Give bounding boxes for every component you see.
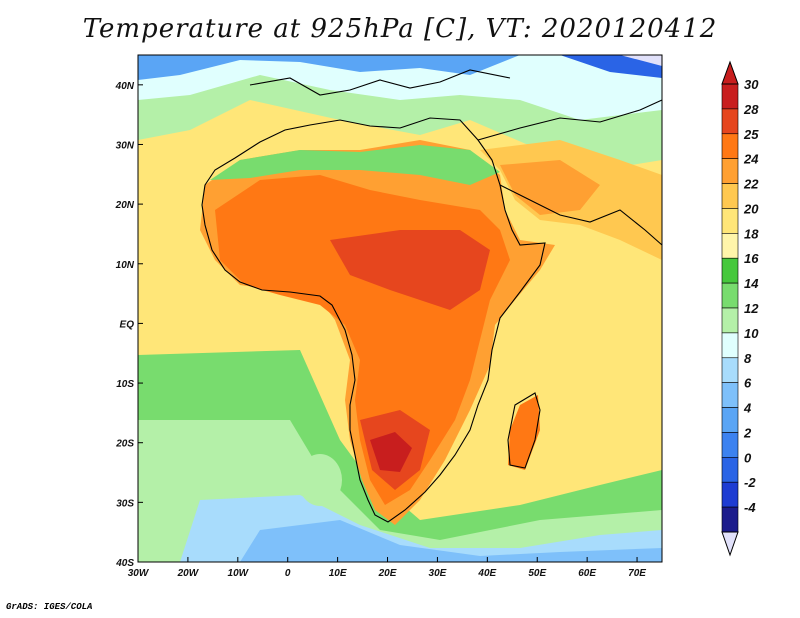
x-tick-label: 50E — [528, 568, 546, 579]
arabia-hot-region — [500, 160, 600, 215]
map-title: Temperature at 925hPa [C], VT: 202012041… — [82, 14, 718, 44]
colorbar-swatch — [721, 257, 739, 284]
colorbar-swatch — [721, 83, 739, 110]
y-tick-label: 10N — [116, 260, 135, 271]
colorbar-label: 18 — [744, 226, 759, 241]
arabia-coastline — [499, 184, 663, 246]
colorbar-label: 10 — [744, 326, 759, 341]
colorbar-label: 20 — [743, 201, 759, 216]
colorbar-swatch — [721, 432, 739, 458]
madagascar-coastline — [507, 392, 541, 469]
sahara-north-cooler — [210, 145, 500, 185]
colorbar-swatch — [721, 457, 739, 483]
southern-ocean-coldest-band — [240, 520, 662, 562]
credit-label: GrADS: IGES/COLA — [6, 602, 93, 612]
colorbar-swatch — [721, 108, 739, 135]
kalahari-peak-region — [370, 432, 412, 472]
colorbar-swatch — [721, 307, 739, 334]
triangle-down-icon — [721, 531, 739, 557]
central-asia-cold-patch — [560, 55, 662, 78]
x-tick-label: 40E — [477, 568, 496, 579]
middle-east-coastline — [477, 99, 663, 141]
colorbar-label: 24 — [743, 152, 759, 167]
y-tick-label: EQ — [120, 319, 135, 330]
y-tick-label: 30S — [116, 498, 134, 509]
colorbar-swatch — [721, 382, 739, 408]
map-frame — [137, 54, 663, 563]
colorbar-label: 4 — [743, 401, 752, 416]
colorbar-swatch — [721, 332, 739, 359]
colorbar-swatch — [721, 506, 739, 533]
colorbar-label: 2 — [743, 425, 752, 440]
colorbar-swatch — [721, 133, 739, 159]
colorbar-swatch — [721, 481, 739, 508]
madagascar-region — [508, 395, 540, 470]
triangle-up-icon — [721, 60, 739, 85]
colorbar-swatch — [721, 407, 739, 433]
colorbar-label: 25 — [743, 127, 759, 142]
europe-cold-band — [138, 55, 520, 80]
coastlines — [201, 69, 663, 523]
x-tick-label: 0 — [285, 568, 291, 579]
y-tick-label: 20N — [115, 200, 135, 211]
x-tick-label: 70E — [628, 568, 646, 579]
colorbar-label: 6 — [744, 376, 752, 391]
y-tick-label: 30N — [116, 140, 135, 151]
europe-coastline — [249, 69, 511, 96]
colorbar-label: 14 — [744, 276, 759, 291]
colorbar-label: 8 — [744, 351, 752, 366]
temperature-field — [138, 55, 662, 562]
x-tick-label: 20E — [378, 568, 397, 579]
colorbar-label: 16 — [744, 251, 759, 266]
under-range-patch — [620, 55, 662, 66]
x-tick-label: 20W — [177, 568, 200, 579]
colorbar-label: -2 — [744, 475, 756, 490]
colorbar-label: -4 — [744, 500, 756, 515]
colorbar-swatch — [721, 208, 739, 234]
latitude-ticks: 40S 30S 20S 10S EQ 10N 20N 30N 40N — [115, 81, 143, 569]
x-tick-label: 10W — [228, 568, 250, 579]
colorbar-label: 22 — [743, 177, 759, 192]
sahel-hottest-region — [330, 230, 490, 310]
north-cold-band — [138, 55, 662, 120]
colorbar-swatch — [721, 282, 739, 309]
longitude-ticks: 30W 20W 10W 0 10E 20E 30E 40E 50E 60E 70E — [128, 557, 646, 579]
y-tick-label: 40S — [115, 558, 134, 569]
x-tick-label: 30E — [429, 568, 447, 579]
colorbar-label: 30 — [744, 77, 759, 92]
y-tick-label: 20S — [115, 439, 134, 450]
y-tick-label: 10S — [116, 379, 134, 390]
x-tick-label: 10E — [329, 568, 347, 579]
colorbar-label: 28 — [743, 102, 759, 117]
colorbar-swatch — [721, 233, 739, 259]
colorbar-swatch — [721, 357, 739, 383]
africa-coastline — [201, 117, 546, 523]
colorbar-label: 12 — [744, 301, 759, 316]
x-tick-label: 60E — [578, 568, 596, 579]
colorbar-swatch — [721, 158, 739, 184]
y-tick-label: 40N — [115, 81, 135, 92]
x-tick-label: 30W — [128, 568, 150, 579]
south-atlantic-cool-patch — [298, 454, 342, 506]
colorbar-label: 0 — [744, 450, 752, 465]
colorbar-swatch — [721, 183, 739, 209]
